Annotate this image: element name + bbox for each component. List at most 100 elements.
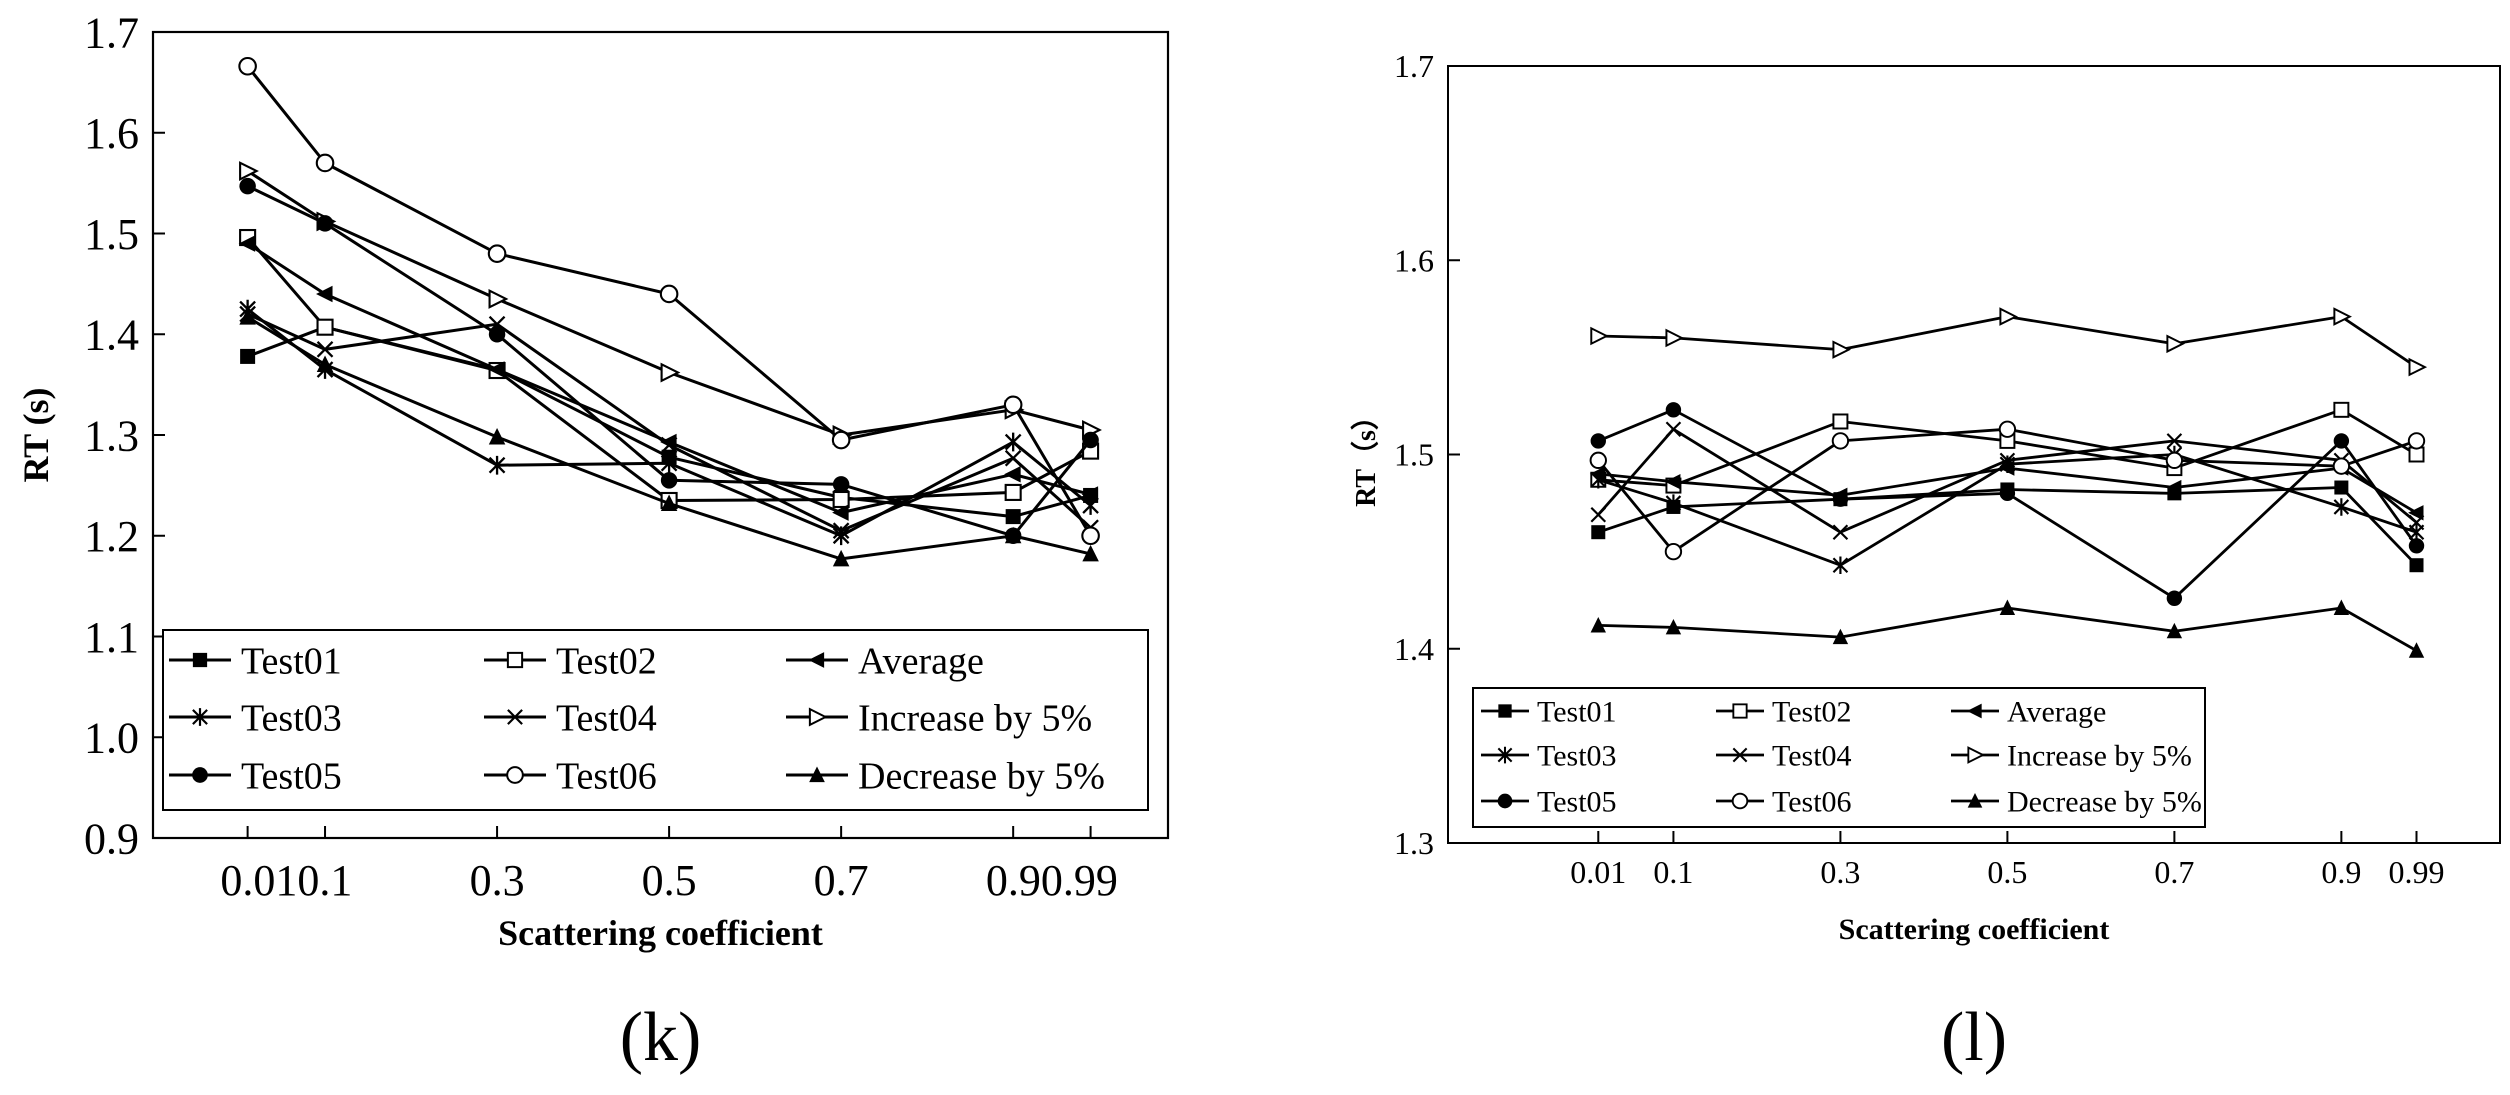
x-tick-label: 0.5	[642, 856, 697, 905]
legend-label: Test04	[556, 697, 657, 739]
legend-item: Test01	[169, 640, 342, 682]
y-tick-label: 1.5	[1394, 437, 1434, 473]
data-point	[315, 153, 335, 173]
legend-item: Test02	[1716, 696, 1852, 729]
x-tick-label: 0.7	[2154, 854, 2194, 890]
y-tick-label: 1.6	[84, 109, 139, 158]
legend-item: Test06	[1716, 786, 1852, 819]
data-point	[316, 318, 334, 336]
data-point	[1832, 340, 1852, 359]
legend-item: Decrease by 5%	[1951, 786, 2202, 819]
data-point	[2408, 357, 2428, 377]
x-tick-label: 0.3	[1820, 854, 1860, 890]
legend-marker	[1497, 793, 1513, 809]
data-point	[832, 549, 850, 567]
series-test02	[1590, 401, 2425, 494]
legend-marker	[1498, 704, 1512, 718]
y-tick-label: 1.5	[84, 210, 139, 259]
data-point	[2408, 446, 2425, 463]
legend-label: Test05	[241, 755, 342, 797]
data-point	[1665, 618, 1682, 635]
data-point	[488, 455, 506, 475]
legend-item: Average	[786, 640, 984, 682]
data-point	[1665, 402, 1682, 418]
legend-label: Test06	[1772, 786, 1852, 819]
data-point	[488, 289, 509, 309]
y-tick-label: 1.6	[1394, 242, 1434, 278]
data-point	[1665, 494, 1682, 512]
panel-label: (k)	[620, 999, 702, 1076]
legend-label: Test01	[1537, 696, 1617, 729]
data-point	[2409, 558, 2424, 573]
y-axis-label: RT（s）	[1349, 402, 1382, 507]
data-point	[1004, 466, 1021, 483]
data-point	[1591, 525, 1606, 540]
legend-label: Test04	[1772, 740, 1852, 773]
data-point	[2408, 538, 2425, 554]
legend-marker	[192, 767, 208, 783]
legend-label: Decrease by 5%	[858, 755, 1105, 797]
chart-k: 0.9 1.0 1.1 1.2 1.3 1.4 1.5 1.6 1.7 0.010.1 0.3 0.5…	[16, 8, 1170, 1076]
data-point	[660, 494, 678, 512]
legend-marker	[1967, 746, 1986, 764]
data-point	[660, 436, 678, 454]
x-tick-label: 0.5	[1987, 854, 2027, 890]
data-point	[1004, 449, 1022, 467]
data-point	[1003, 395, 1023, 415]
data-point	[1998, 420, 2017, 438]
legend-item: Test01	[1481, 696, 1617, 729]
legend-label: Test02	[556, 640, 657, 682]
x-tick-label: 0.99	[2389, 854, 2445, 890]
legend-marker	[1732, 747, 1748, 763]
y-tick-label: 1.7	[1394, 48, 1434, 84]
y-tick-label: 1.3	[84, 411, 139, 460]
data-point	[1831, 432, 1850, 450]
data-point	[1590, 433, 1606, 449]
x-tick-label: 0.010.1	[220, 856, 352, 905]
data-point	[2407, 432, 2426, 450]
legend-marker	[507, 709, 523, 725]
data-point	[316, 355, 334, 372]
x-axis-label: Scattering coefficient	[498, 913, 823, 953]
data-point	[831, 430, 851, 450]
data-point	[238, 56, 257, 76]
y-tick-label: 1.4	[84, 311, 139, 360]
series-increase-by-5	[1590, 307, 2428, 377]
data-point	[2408, 514, 2425, 531]
legend-item: Test03	[169, 697, 342, 739]
legend-label: Test03	[1537, 740, 1617, 773]
series-decrease-by-5	[1590, 599, 2425, 658]
data-point	[660, 362, 681, 383]
legend-marker	[192, 708, 208, 726]
data-point	[240, 348, 256, 364]
legend-box	[1472, 687, 2206, 828]
y-axis-label: RT (s)	[16, 387, 56, 482]
data-point	[2165, 451, 2184, 470]
legend-label: Test03	[241, 697, 342, 739]
legend-item: Test05	[169, 755, 342, 797]
data-point	[1999, 599, 2016, 615]
data-point	[1004, 432, 1022, 452]
data-point	[2408, 642, 2425, 658]
y-tick-label: 1.2	[84, 512, 139, 561]
data-point	[2333, 433, 2350, 449]
data-point	[1082, 496, 1099, 515]
legend-marker	[1497, 746, 1513, 764]
data-point	[1832, 524, 1849, 540]
legend-item: Test03	[1481, 740, 1617, 773]
x-axis-label: Scattering coefficient	[1839, 913, 2110, 946]
legend-label: Test05	[1537, 786, 1617, 819]
legend-marker	[1967, 703, 1982, 719]
legend-marker	[506, 766, 524, 784]
legend-marker	[808, 652, 825, 668]
data-point	[316, 285, 333, 303]
legend-marker	[1731, 792, 1749, 810]
data-point	[832, 522, 850, 540]
data-point	[316, 215, 334, 232]
data-point	[1590, 617, 1606, 633]
series-line	[1598, 315, 2418, 369]
legend: Test01 Test02 Average Test03 Test04 Increase …	[1472, 687, 2206, 828]
data-point	[488, 428, 506, 445]
data-point	[316, 341, 334, 358]
